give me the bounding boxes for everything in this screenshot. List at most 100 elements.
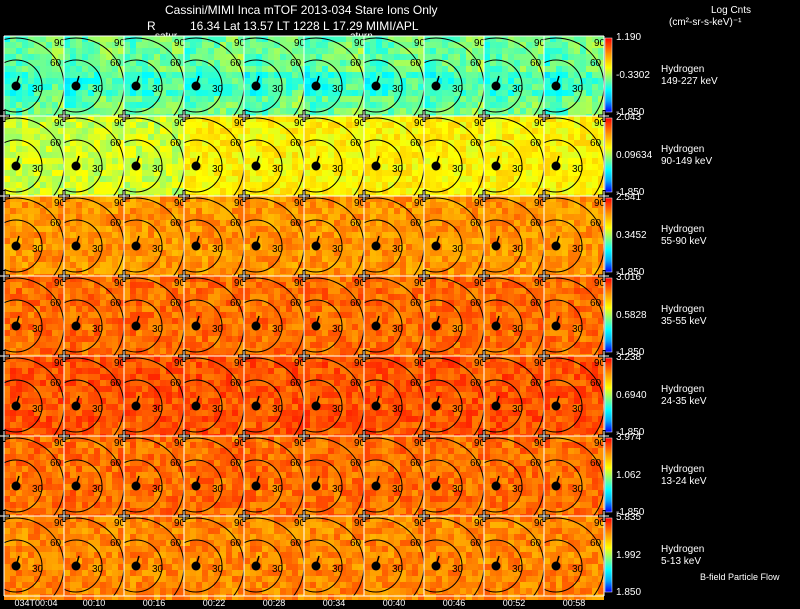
contour-label: 90 (234, 118, 246, 129)
contour-label: 60 (410, 298, 422, 309)
contour-label: 90 (294, 438, 306, 449)
heatmap-cell (364, 36, 424, 120)
contour-lines: 30 60 90 (4, 437, 64, 516)
bfield-vector (555, 75, 560, 87)
contour-ring (64, 299, 103, 353)
position-readout: 16.34 Lat 13.57 LT 1228 L 17.29 MIMI/APL (190, 19, 419, 33)
contour-label: 90 (294, 278, 306, 289)
contour-label: 90 (354, 358, 366, 369)
heatmap-cell (244, 36, 304, 120)
contour-label: 30 (272, 404, 284, 415)
saturn-marker (251, 241, 261, 251)
contour-label: 60 (350, 58, 362, 69)
contour-label: 60 (290, 58, 302, 69)
x-tick-label: 00:10 (82, 598, 106, 608)
contour-label: 90 (54, 38, 66, 49)
contour-label: 90 (534, 518, 546, 529)
contour-label: 60 (170, 458, 182, 469)
bfield-vector (495, 395, 500, 407)
contour-label: 30 (392, 324, 404, 335)
colorbar-mid-label: 1.062 (616, 470, 642, 481)
energy-range-label: 35-55 keV (661, 316, 707, 327)
bfield-vector (255, 235, 260, 247)
contour-ring (544, 197, 604, 276)
contour-ring (304, 437, 364, 516)
contour-lines: 30 60 90 (364, 277, 424, 356)
contour-ring (4, 219, 43, 273)
contour-ring (4, 379, 43, 433)
contour-label: 60 (110, 298, 122, 309)
contour-label: 30 (512, 164, 524, 175)
contour-label: 90 (234, 518, 246, 529)
contour-label: 30 (32, 484, 44, 495)
contour-label: 90 (114, 118, 126, 129)
contour-label: 90 (354, 278, 366, 289)
contour-ring (4, 139, 43, 193)
contour-lines: 30 60 90 (424, 517, 484, 596)
contour-label: 90 (234, 358, 246, 369)
heatmap-row-6: 30 60 90 30 60 90 30 60 90 30 60 90 30 60 90 30 60 90 30 60… (4, 516, 604, 600)
contour-ring (244, 459, 283, 513)
contour-lines: 30 60 90 (244, 357, 304, 436)
heatmap-cell (124, 116, 184, 200)
contour-label: 30 (272, 324, 284, 335)
contour-label: 60 (590, 378, 602, 389)
contour-ring (544, 117, 604, 196)
contour-ring (244, 539, 283, 593)
saturn-marker (11, 241, 21, 251)
contour-label: 60 (230, 378, 242, 389)
contour-label: 90 (54, 118, 66, 129)
contour-label: 60 (110, 58, 122, 69)
contour-ring (484, 437, 544, 516)
contour-ring (4, 37, 64, 116)
contour-label: 90 (54, 278, 66, 289)
colorbar-max-label: 3.238 (616, 352, 642, 363)
colorbar-mid-label: 0.5828 (616, 310, 647, 321)
colorbar-4 (604, 357, 613, 433)
colorbar-max-label: 3.974 (616, 432, 642, 443)
contour-ring (184, 299, 223, 353)
species-label: Hydrogen (661, 144, 705, 155)
contour-lines: 30 60 90 (364, 117, 424, 196)
heatmap-row-0: 30 60 90 30 60 90 30 60 90 30 60 90 30 60 90 30 60 90 30 60… (4, 36, 604, 120)
bfield-vector (375, 395, 380, 407)
contour-lines: 30 60 90 (484, 277, 544, 356)
contour-label: 30 (572, 564, 584, 575)
contour-label: 60 (230, 298, 242, 309)
contour-ring (64, 219, 103, 273)
contour-ring (364, 59, 403, 113)
contour-lines: 30 60 90 (484, 117, 544, 196)
contour-lines: 30 60 90 (304, 357, 366, 436)
contour-ring (184, 437, 244, 516)
heatmap-cell (304, 196, 364, 280)
contour-label: 30 (332, 404, 344, 415)
contour-label: 60 (530, 458, 542, 469)
contour-lines: 30 60 90 (244, 277, 306, 356)
contour-label: 60 (170, 298, 182, 309)
contour-label: 90 (234, 438, 246, 449)
contour-ring (124, 539, 163, 593)
contour-ring (304, 219, 343, 273)
heatmap-cell (484, 36, 544, 120)
contour-label: 60 (170, 138, 182, 149)
contour-ring (124, 37, 184, 116)
bfield-vector (255, 75, 260, 87)
contour-ring (244, 277, 304, 356)
contour-ring (544, 357, 604, 436)
contour-ring (124, 59, 163, 113)
colorbar-max-label: 3.016 (616, 272, 642, 283)
contour-label: 90 (474, 38, 486, 49)
contour-ring (304, 299, 343, 353)
saturn-marker (251, 561, 261, 571)
colorbar-max-label: 2.043 (616, 112, 642, 123)
saturn-marker (11, 401, 21, 411)
species-label: Hydrogen (661, 384, 705, 395)
contour-label: 60 (350, 218, 362, 229)
contour-label: 30 (452, 484, 464, 495)
bfield-vector (315, 75, 320, 87)
contour-label: 60 (590, 58, 602, 69)
contour-label: 60 (590, 218, 602, 229)
contour-label: 30 (392, 484, 404, 495)
contour-label: 60 (470, 298, 482, 309)
contour-ring (64, 117, 124, 196)
